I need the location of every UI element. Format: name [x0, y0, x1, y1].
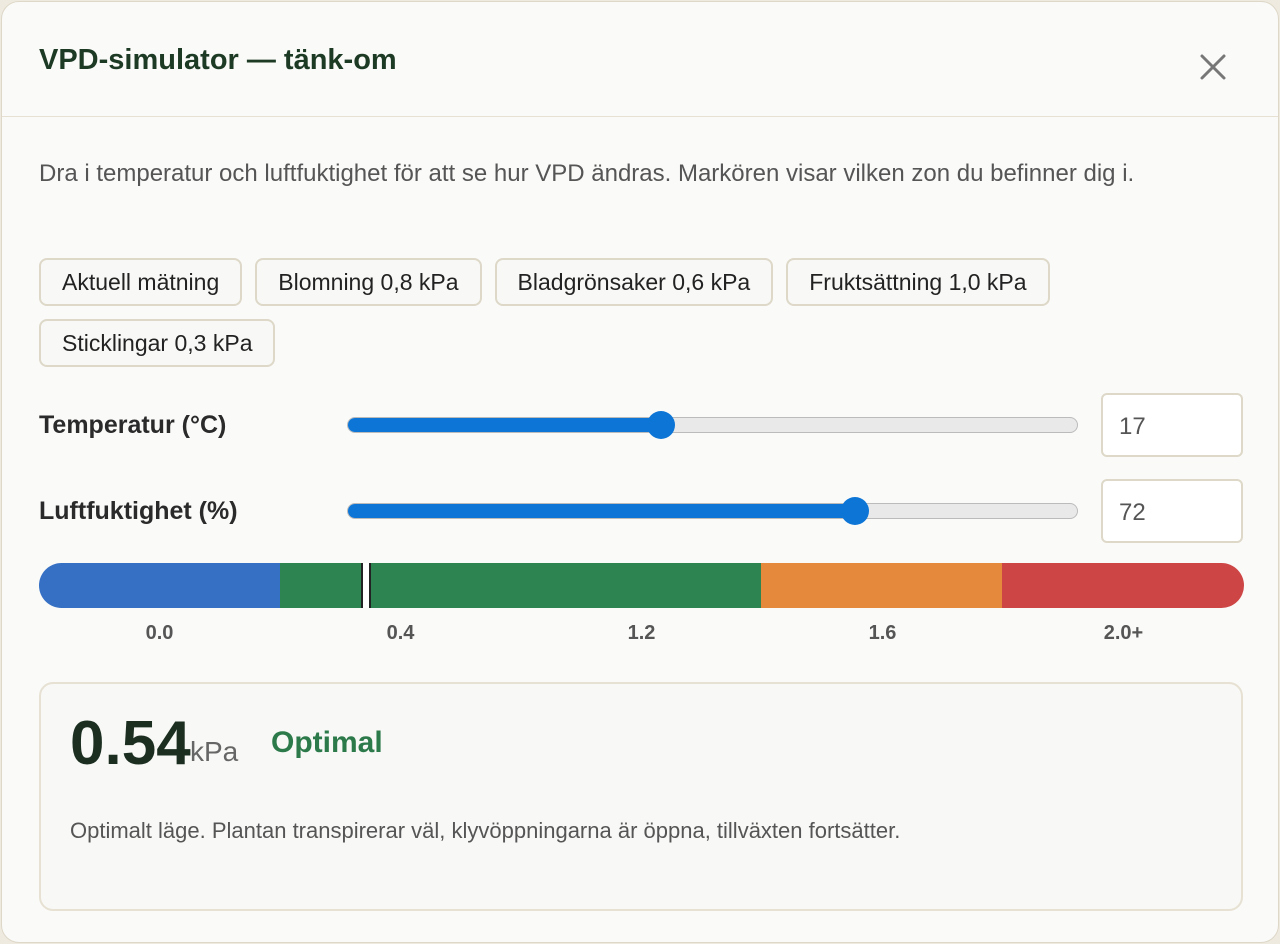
description: Dra i temperatur och luftfuktighet för a…: [39, 160, 1135, 187]
close-button[interactable]: [1198, 52, 1228, 82]
vpd-scale: [39, 563, 1244, 608]
scale-marker: [361, 563, 371, 608]
scale-labels: 0.0 0.4 1.2 1.6 2.0+: [39, 622, 1244, 645]
slider[interactable]: [347, 411, 1078, 439]
slider-fill: [348, 504, 855, 518]
scale-label: 0.0: [145, 622, 174, 644]
scale-label: 1.2: [627, 622, 656, 644]
slider-thumb[interactable]: [841, 497, 869, 525]
preset-button[interactable]: Bladgrönsaker 0,6 kPa: [494, 258, 774, 306]
zone-optimal: [280, 563, 761, 608]
input[interactable]: 72: [1101, 479, 1243, 543]
header: VPD-simulator — tänk-om: [2, 2, 1278, 117]
scale-label: 1.6: [868, 622, 897, 644]
title: VPD-simulator — tänk-om: [39, 44, 397, 76]
result-description: Optimalt läge. Plantan transpirerar väl,…: [70, 818, 901, 843]
input[interactable]: 17: [1101, 393, 1243, 457]
zone-low: [39, 563, 280, 608]
vpd-unit: kPa: [190, 736, 239, 767]
label: Luftfuktighet (%): [39, 497, 238, 525]
zone-high: [761, 563, 1002, 608]
scale-label: 0.4: [386, 622, 415, 644]
temperature-row: Temperatur (°C) 17: [39, 393, 1244, 457]
humidity-row: Luftfuktighet (%) 72: [39, 479, 1244, 543]
label: Temperatur (°C): [39, 411, 227, 439]
vpd-value: 0.54: [70, 709, 191, 778]
result-card: 0.54 kPa Optimal Optimalt läge. Plantan …: [39, 682, 1243, 911]
zone-critical: [1002, 563, 1244, 608]
preset-button[interactable]: Fruktsättning 1,0 kPa: [786, 258, 1050, 306]
preset-button[interactable]: Aktuell mätning: [39, 258, 243, 306]
scale-label: 2.0+: [1103, 622, 1144, 644]
slider-fill: [348, 418, 661, 432]
presets: Aktuell mätning Blomning 0,8 kPa Bladgröns…: [39, 258, 1159, 367]
preset-button[interactable]: Blomning 0,8 kPa: [255, 258, 482, 306]
vpd-status: Optimal: [271, 726, 383, 759]
slider-thumb[interactable]: [647, 411, 675, 439]
slider[interactable]: [347, 497, 1078, 525]
preset-button[interactable]: Sticklingar 0,3 kPa: [39, 319, 276, 367]
